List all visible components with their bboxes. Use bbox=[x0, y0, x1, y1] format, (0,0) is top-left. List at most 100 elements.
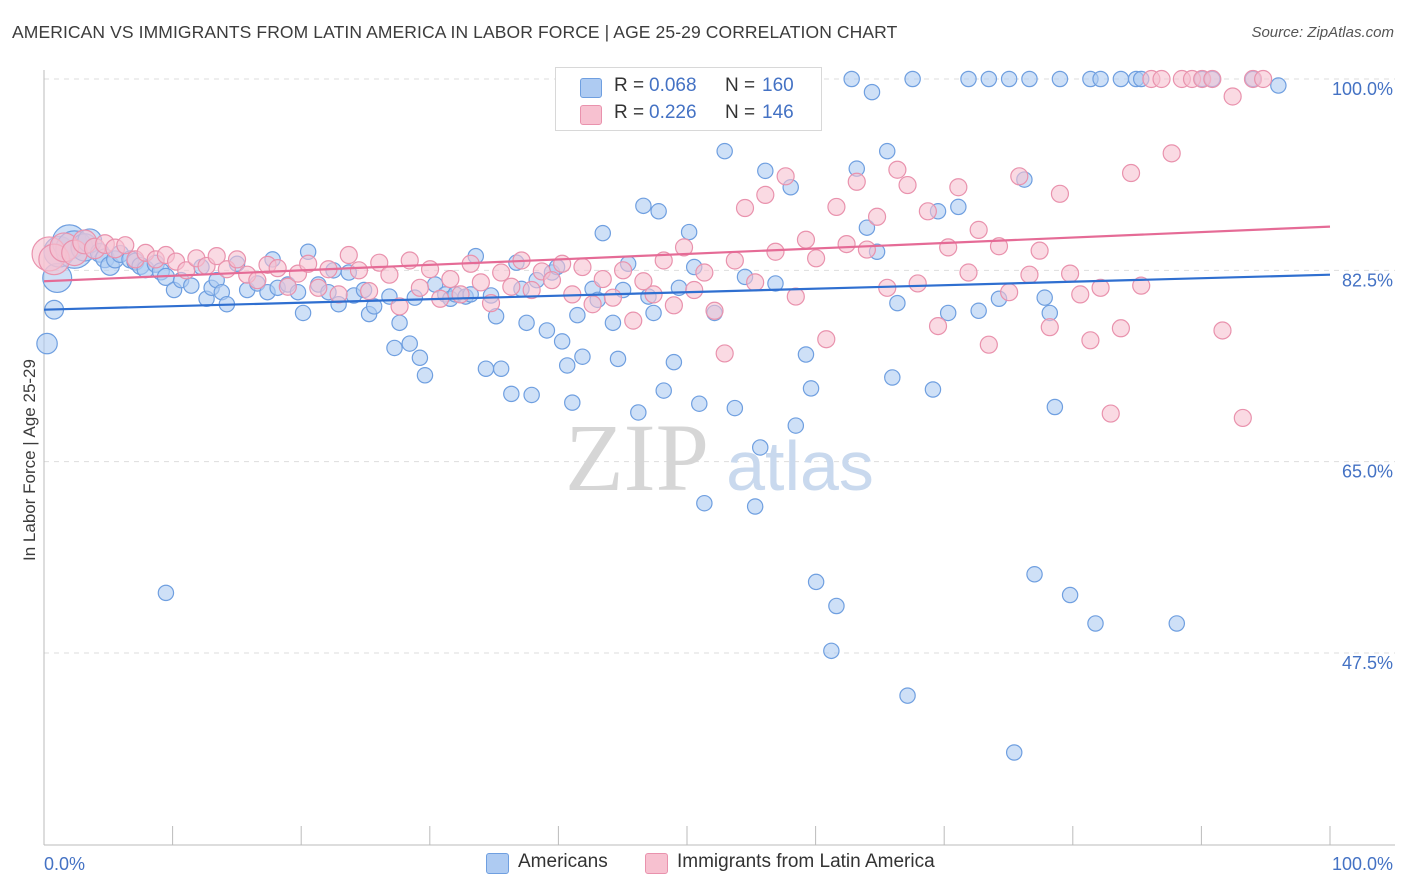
immigrants-point bbox=[766, 242, 785, 261]
americans-point bbox=[477, 360, 495, 377]
americans-point bbox=[36, 332, 58, 355]
y-tick-label: 47.5% bbox=[1342, 653, 1393, 673]
axes bbox=[43, 70, 1395, 846]
americans-point bbox=[899, 687, 916, 704]
americans-point bbox=[1061, 586, 1079, 604]
americans-trend-line bbox=[43, 273, 1331, 311]
americans-point bbox=[889, 294, 906, 312]
immigrants-point bbox=[786, 287, 805, 306]
immigrants-point bbox=[715, 344, 734, 363]
immigrants-point bbox=[674, 238, 694, 257]
americans-point bbox=[924, 381, 942, 398]
americans-point bbox=[680, 223, 698, 241]
americans-point bbox=[1021, 70, 1038, 88]
immigrants-legend-label: Immigrants from Latin America bbox=[677, 851, 935, 872]
immigrants-point bbox=[349, 261, 369, 280]
immigrants-point bbox=[268, 259, 287, 278]
immigrants-point bbox=[451, 285, 470, 304]
immigrants-point bbox=[1203, 69, 1222, 89]
americans-point bbox=[604, 314, 622, 332]
legend-item-immigrants[interactable]: Immigrants from Latin America bbox=[645, 851, 965, 877]
immigrants-point bbox=[989, 237, 1009, 256]
n-value: 146 bbox=[762, 102, 794, 123]
chart-source: Source: ZipAtlas.com bbox=[1251, 24, 1394, 41]
immigrants-point bbox=[1223, 87, 1242, 106]
immigrants-point bbox=[420, 260, 440, 279]
immigrants-point bbox=[857, 240, 877, 259]
americans-point bbox=[386, 339, 403, 357]
immigrants-point bbox=[918, 202, 937, 221]
trend-lines bbox=[43, 225, 1331, 311]
y-tick-label: 82.5% bbox=[1342, 270, 1393, 290]
americans-point bbox=[1092, 70, 1109, 88]
immigrants-point bbox=[898, 175, 917, 195]
y-axis-label: In Labor Force | Age 25-29 bbox=[20, 359, 39, 561]
immigrants-point bbox=[705, 301, 724, 320]
americans-point bbox=[807, 573, 825, 591]
immigrants-point bbox=[410, 278, 429, 297]
americans-swatch bbox=[580, 78, 602, 98]
americans-point bbox=[980, 70, 998, 88]
americans-point bbox=[183, 277, 200, 294]
immigrants-point bbox=[309, 278, 328, 297]
immigrants-point bbox=[116, 236, 135, 255]
americans-point bbox=[411, 349, 429, 367]
n-label: N = bbox=[725, 75, 756, 96]
americans-point bbox=[635, 197, 652, 215]
immigrants-point bbox=[725, 251, 744, 270]
immigrants-point bbox=[939, 238, 958, 257]
immigrants-trend-line bbox=[43, 225, 1331, 283]
immigrants-point bbox=[959, 263, 978, 282]
watermark-atlas: atlas bbox=[726, 427, 874, 505]
immigrants-point bbox=[227, 250, 247, 269]
tick-labels: 47.5% 65.0% 82.5% 100.0% 0.0% 100.0% bbox=[44, 79, 1393, 874]
americans-point bbox=[904, 70, 921, 88]
americans-point bbox=[696, 494, 713, 512]
americans-point bbox=[884, 369, 901, 386]
chart-title: AMERICAN VS IMMIGRANTS FROM LATIN AMERIC… bbox=[12, 22, 898, 42]
immigrants-point bbox=[796, 230, 816, 249]
immigrants-swatch bbox=[580, 105, 602, 125]
americans-point bbox=[492, 360, 510, 377]
americans-point bbox=[294, 304, 312, 322]
immigrants-point bbox=[1060, 264, 1080, 283]
immigrants-point bbox=[299, 254, 318, 273]
legend-row-americans: R = 0.068 N = 160 bbox=[556, 75, 821, 101]
immigrants-point bbox=[1071, 285, 1090, 304]
immigrants-point bbox=[1152, 69, 1171, 89]
r-value: 0.226 bbox=[649, 102, 697, 123]
immigrants-point bbox=[695, 263, 714, 282]
immigrants-point bbox=[664, 296, 683, 315]
legend-item-americans[interactable]: Americans bbox=[486, 851, 626, 877]
immigrants-point bbox=[746, 273, 765, 292]
immigrants-point bbox=[685, 280, 704, 300]
y-tick-label: 65.0% bbox=[1342, 462, 1393, 482]
immigrants-point bbox=[583, 295, 602, 314]
americans-point bbox=[391, 314, 408, 332]
americans-point bbox=[1270, 77, 1287, 94]
immigrants-point bbox=[613, 261, 633, 280]
immigrants-point bbox=[1030, 241, 1049, 260]
r-label: R = bbox=[614, 102, 645, 123]
americans-point bbox=[1026, 566, 1043, 583]
immigrants-point bbox=[1000, 283, 1019, 302]
americans-point bbox=[1046, 398, 1064, 416]
immigrants-point bbox=[888, 160, 907, 179]
immigrants-legend-swatch bbox=[645, 853, 668, 874]
americans-point bbox=[716, 142, 733, 160]
americans-point bbox=[757, 162, 774, 180]
immigrants-point bbox=[634, 272, 653, 291]
r-label: R = bbox=[614, 75, 645, 96]
americans-point bbox=[691, 395, 708, 412]
americans-point bbox=[365, 298, 383, 315]
americans-point bbox=[746, 498, 764, 515]
americans-point bbox=[553, 333, 571, 350]
immigrants-point bbox=[979, 335, 998, 354]
legend-row-immigrants: R = 0.226 N = 146 bbox=[556, 102, 821, 128]
americans-point bbox=[878, 142, 896, 160]
americans-legend-label: Americans bbox=[518, 851, 608, 872]
immigrants-point bbox=[776, 167, 795, 186]
immigrants-point bbox=[1111, 319, 1130, 338]
immigrants-point bbox=[339, 245, 358, 265]
